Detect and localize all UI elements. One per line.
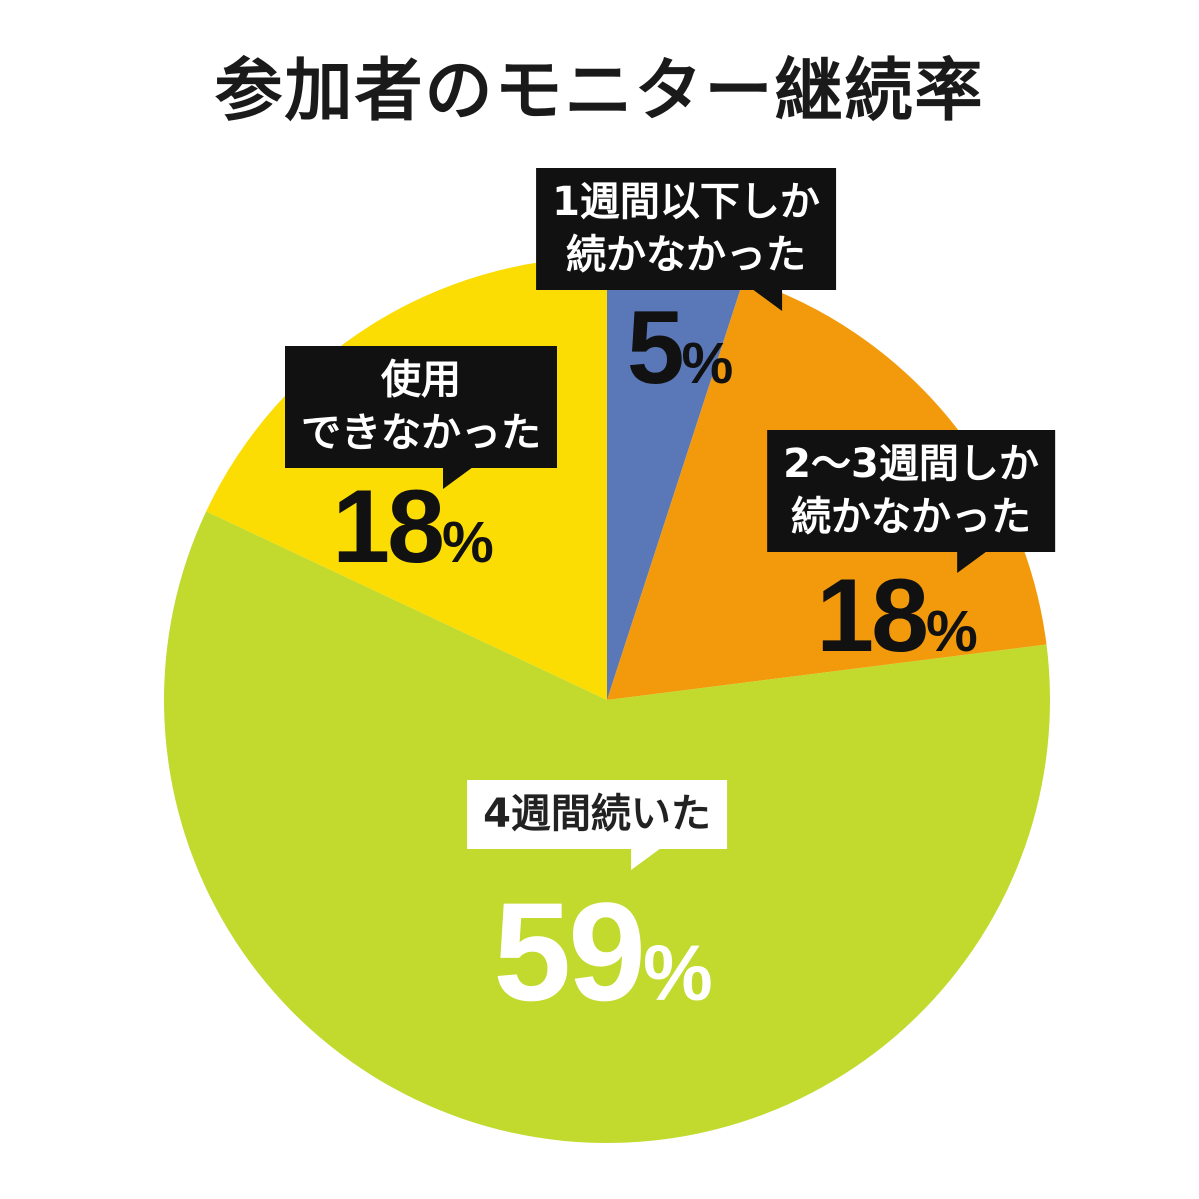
slice-value-could-not-use: 18% <box>332 475 493 579</box>
slice-value-2-3-weeks: 18% <box>816 564 977 668</box>
percent-sign: % <box>643 929 713 1017</box>
callout-pointer <box>751 289 782 312</box>
slice-label-1-week-or-less: 1週間以下しか 続かなかった <box>536 168 836 312</box>
slice-label-2-3-weeks: 2〜3週間しか 続かなかった <box>767 430 1055 574</box>
percent-sign: % <box>925 599 978 664</box>
slice-value-number: 18 <box>816 558 929 674</box>
percent-sign: % <box>681 331 734 396</box>
slice-value-4-weeks: 59% <box>493 882 712 1022</box>
slice-value-number: 5 <box>626 290 685 406</box>
slice-label-line: 使用 <box>381 357 461 403</box>
slice-value-number: 59 <box>493 873 646 1030</box>
slice-value-number: 18 <box>332 469 445 585</box>
percent-sign: % <box>441 510 494 575</box>
callout-pointer <box>442 467 473 490</box>
callout-pointer <box>630 848 661 871</box>
slice-label-line: 続かなかった <box>566 232 806 279</box>
slice-label-line: 4週間続いた <box>483 791 711 837</box>
slice-value-1-week-or-less: 5% <box>627 296 734 400</box>
slice-label-4-weeks: 4週間続いた <box>467 780 727 871</box>
callout-pointer <box>957 551 988 574</box>
slice-label-line: できなかった <box>301 410 541 457</box>
slice-label-could-not-use: 使用 できなかった <box>285 346 557 490</box>
slice-label-line: 続かなかった <box>790 494 1031 541</box>
chart-title: 参加者のモニター継続率 <box>214 52 985 131</box>
pie-slice-1-week-or-less <box>607 257 744 700</box>
slice-label-line: 1週間以下しか <box>552 179 820 225</box>
slice-label-line: 2〜3週間しか <box>783 441 1039 487</box>
